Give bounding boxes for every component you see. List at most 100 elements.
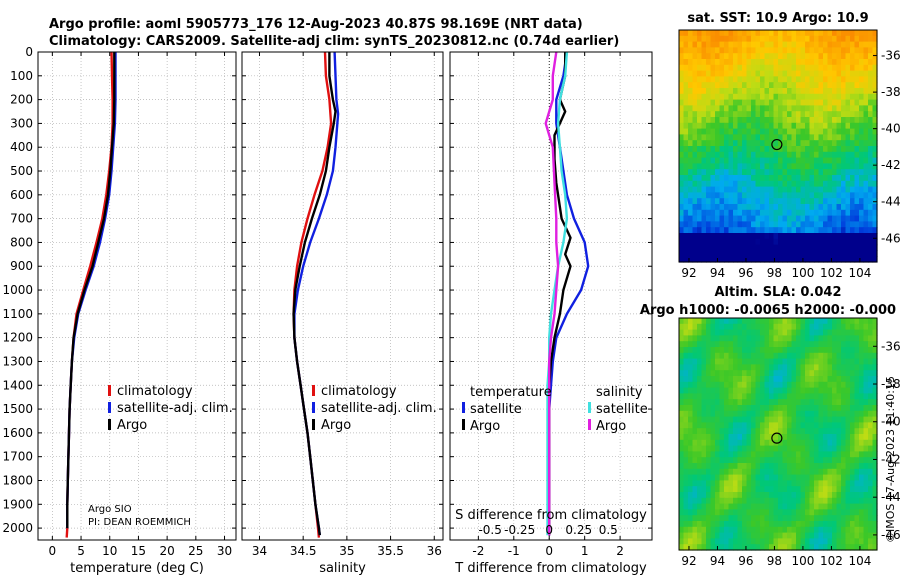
sla_map-cell — [764, 416, 770, 423]
sla_map-cell — [800, 381, 806, 389]
sla_map-cell — [850, 439, 856, 447]
sst_map-cell — [872, 238, 878, 246]
sst_map-cell — [796, 76, 802, 83]
sla_map-cell — [805, 434, 811, 441]
sla_map-cell — [724, 335, 730, 342]
sst_map-cell — [769, 128, 775, 135]
sst_map-cell — [679, 146, 685, 153]
sst_map-cell — [710, 238, 716, 246]
sst_map-cell — [710, 157, 716, 164]
sla_map-cell — [800, 538, 806, 545]
sst_map-cell — [796, 82, 802, 89]
sst_map-cell — [787, 93, 793, 101]
sla_map-cell — [751, 416, 757, 423]
sst_map-cell — [697, 30, 703, 37]
sla_map-cell — [733, 358, 739, 365]
sla_map-cell — [706, 521, 712, 528]
sst_map-cell — [872, 244, 878, 251]
sla_map-cell — [697, 486, 703, 493]
sst_map-cell — [742, 151, 748, 159]
sla_map-cell — [769, 323, 775, 331]
sla_map-cell — [701, 463, 707, 470]
sst_map-cell — [841, 227, 847, 234]
sst_map-cell — [859, 64, 865, 72]
sla_map-cell — [755, 497, 761, 505]
sst_map-cell — [832, 157, 838, 164]
sst_map-cell — [746, 244, 752, 251]
sst_map-cell — [841, 238, 847, 246]
sla_map-cell — [800, 364, 806, 371]
sst_map-cell — [719, 146, 725, 153]
sst_map-cell — [724, 215, 730, 222]
sst_map-cell — [778, 151, 784, 159]
sla_map-cell — [841, 445, 847, 452]
sla_map-cell — [778, 347, 784, 354]
sst_map-cell — [805, 117, 811, 124]
sla_map-cell — [683, 364, 689, 371]
sst_map-cell — [769, 82, 775, 89]
sla_map-cell — [827, 387, 833, 394]
sst_map-cell — [791, 180, 797, 188]
sst_map-cell — [697, 227, 703, 234]
sla_map-cell — [796, 515, 802, 522]
sla_map-cell — [746, 486, 752, 493]
sla_map-cell — [827, 399, 833, 406]
sst_map-cell — [863, 30, 869, 37]
sla_map-cell — [710, 381, 716, 389]
sla_map-cell — [688, 451, 694, 458]
sla_map-cell — [796, 486, 802, 493]
sla_map-cell — [737, 376, 743, 383]
temperature-xtick-label: 25 — [188, 544, 203, 558]
sla_map-cell — [782, 416, 788, 423]
sst_map-cell — [724, 30, 730, 37]
sla_map-cell — [724, 509, 730, 516]
sst_map-cell — [791, 163, 797, 170]
sla_map-cell — [719, 370, 725, 377]
sla_map-cell — [701, 486, 707, 493]
sla_map-cell — [863, 521, 869, 528]
sst_map-cell — [841, 192, 847, 199]
sla_map-cell — [872, 451, 878, 458]
sst_map-cell — [737, 163, 743, 170]
sla_map-cell — [809, 515, 815, 522]
sla_map-cell — [683, 532, 689, 539]
sla_map-cell — [769, 521, 775, 528]
sst_map-cell — [809, 82, 815, 89]
sla_map-cell — [737, 393, 743, 400]
sla_map-cell — [688, 532, 694, 539]
sst_map-cell — [764, 198, 770, 205]
sst_map-cell — [742, 221, 748, 228]
sst_map-cell — [679, 122, 685, 130]
sla_map-cell — [841, 393, 847, 400]
sla_map-cell — [863, 439, 869, 447]
sla_map-cell — [800, 347, 806, 354]
sla_map-cell — [706, 381, 712, 389]
sla_map-cell — [719, 532, 725, 539]
sst_map-cell — [859, 99, 865, 106]
sla_map-cell — [755, 457, 761, 464]
sla_map-cell — [737, 318, 743, 325]
sla_map-cell — [769, 416, 775, 423]
sst_map-cell — [814, 227, 820, 234]
sla_map-cell — [787, 422, 793, 429]
sla_map-cell — [719, 323, 725, 331]
sla_map-cell — [814, 416, 820, 423]
sst_map-cell — [814, 204, 820, 211]
sst_map-cell — [800, 41, 806, 48]
sla_map-cell — [836, 422, 842, 429]
sst_map-cell — [841, 198, 847, 205]
depth-tick-label: 1700 — [2, 450, 33, 464]
sst_map-cell — [850, 250, 856, 257]
sst_map-cell — [737, 250, 743, 257]
sla_map-cell — [692, 544, 698, 551]
sla_map-cell — [755, 521, 761, 528]
sst_map-cell — [818, 70, 824, 77]
sla_map-cell — [746, 364, 752, 371]
sla_map-cell — [769, 428, 775, 435]
sla_map-cell — [751, 370, 757, 377]
sst_map-cell — [710, 227, 716, 234]
sst_map-cell — [755, 99, 761, 106]
sla_map-cell — [760, 509, 766, 516]
sla_map-cell — [836, 393, 842, 400]
sst_map-cell — [872, 169, 878, 176]
